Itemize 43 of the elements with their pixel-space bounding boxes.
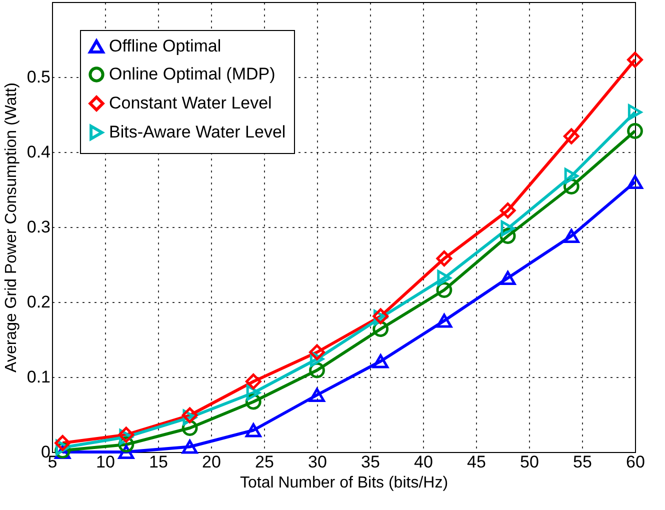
x-axis-title: Total Number of Bits (bits/Hz) (240, 474, 448, 492)
y-tick-label: 0.5 (26, 68, 50, 86)
point (500, 270, 516, 286)
point (54, 435, 71, 451)
point (628, 104, 642, 120)
point (627, 52, 643, 68)
legend-label: Constant Water Level (109, 94, 272, 112)
point (500, 220, 515, 236)
point (563, 128, 580, 144)
point (627, 123, 643, 139)
point (500, 202, 516, 218)
y-axis-title: Average Grid Power Consumption (Watt) (2, 82, 20, 372)
y-tick-label: 0.3 (26, 218, 50, 236)
legend-label: Offline Optimal (109, 36, 222, 56)
x-tick-label: 60 (626, 452, 645, 472)
x-tick-label: 15 (149, 452, 168, 472)
x-tick-label: 25 (255, 452, 274, 472)
point (182, 440, 198, 454)
point (372, 354, 389, 368)
x-tick-label: 20 (202, 452, 221, 472)
y-tick-label: 0.4 (26, 142, 50, 162)
point (309, 344, 325, 360)
legend-label: Bits-Aware Water Level (109, 122, 286, 142)
point (564, 168, 578, 184)
x-tick-label: 30 (308, 452, 327, 472)
x-tick-label: 55 (573, 452, 592, 472)
point (436, 314, 452, 328)
x-tick-label: 40 (414, 452, 433, 472)
x-tick-label: 45 (467, 452, 486, 472)
point (436, 250, 452, 266)
x-tick-label: 35 (361, 452, 380, 472)
point (245, 374, 262, 390)
x-tick-label: 50 (520, 452, 539, 472)
point (246, 384, 260, 401)
y-tick-label: 0.2 (26, 292, 50, 312)
point (245, 423, 262, 438)
y-tick-label: 0.1 (26, 368, 50, 386)
point (309, 388, 325, 402)
point (563, 228, 580, 244)
x-tick-label: 10 (96, 452, 115, 472)
point (627, 174, 643, 190)
legend-label: Online Optimal (MDP) (109, 64, 276, 84)
point (437, 270, 452, 286)
